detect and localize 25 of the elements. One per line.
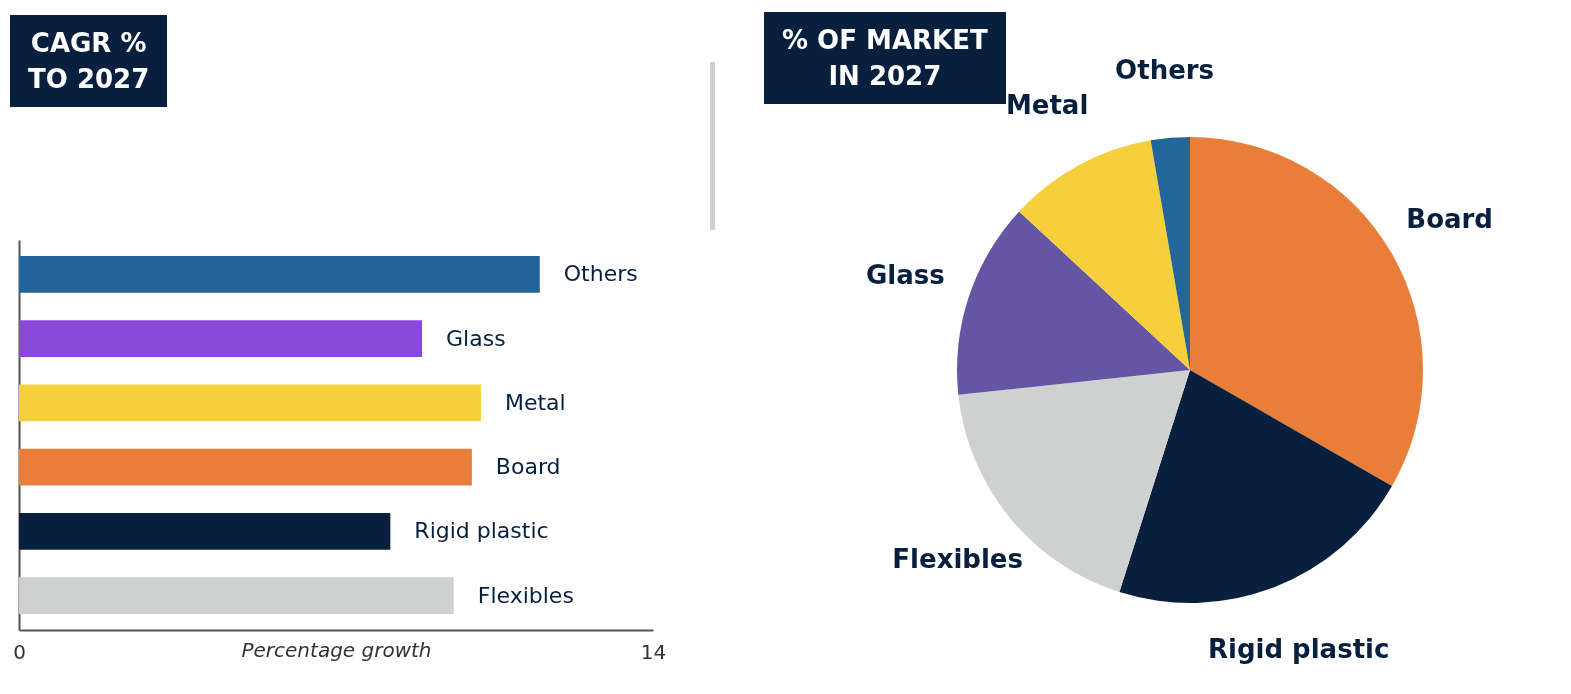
x-axis-title: Percentage growth: [241, 637, 432, 662]
bar: [19, 513, 391, 550]
pie-slice: [957, 211, 1190, 395]
slice-label: Board: [1406, 203, 1493, 234]
bar: [19, 448, 472, 486]
pie-slice: [1019, 140, 1190, 370]
chart-title: CAGR % TO 2027: [10, 15, 168, 107]
bar: [19, 256, 540, 293]
chart-title: % OF MARKET IN 2027: [764, 12, 1006, 104]
y-tick-label: Metal: [504, 389, 566, 415]
bar: [19, 577, 454, 614]
x-tick-label: 0: [13, 639, 26, 664]
pie-slice: [1150, 137, 1190, 370]
slice-label: Metal: [1005, 90, 1089, 121]
y-tick-label: Board: [495, 454, 561, 480]
slice-label: Others: [1115, 55, 1215, 86]
x-tick-label: 14: [640, 639, 667, 664]
bar: [19, 384, 481, 422]
bar: [19, 320, 423, 357]
y-tick-label: Rigid plastic: [414, 518, 549, 544]
slice-label: Rigid plastic: [1207, 633, 1390, 664]
pie-slice: [1119, 370, 1393, 603]
y-tick-label: Flexibles: [477, 582, 574, 608]
slice-label: Flexibles: [892, 543, 1023, 574]
slice-label: Glass: [865, 259, 945, 290]
